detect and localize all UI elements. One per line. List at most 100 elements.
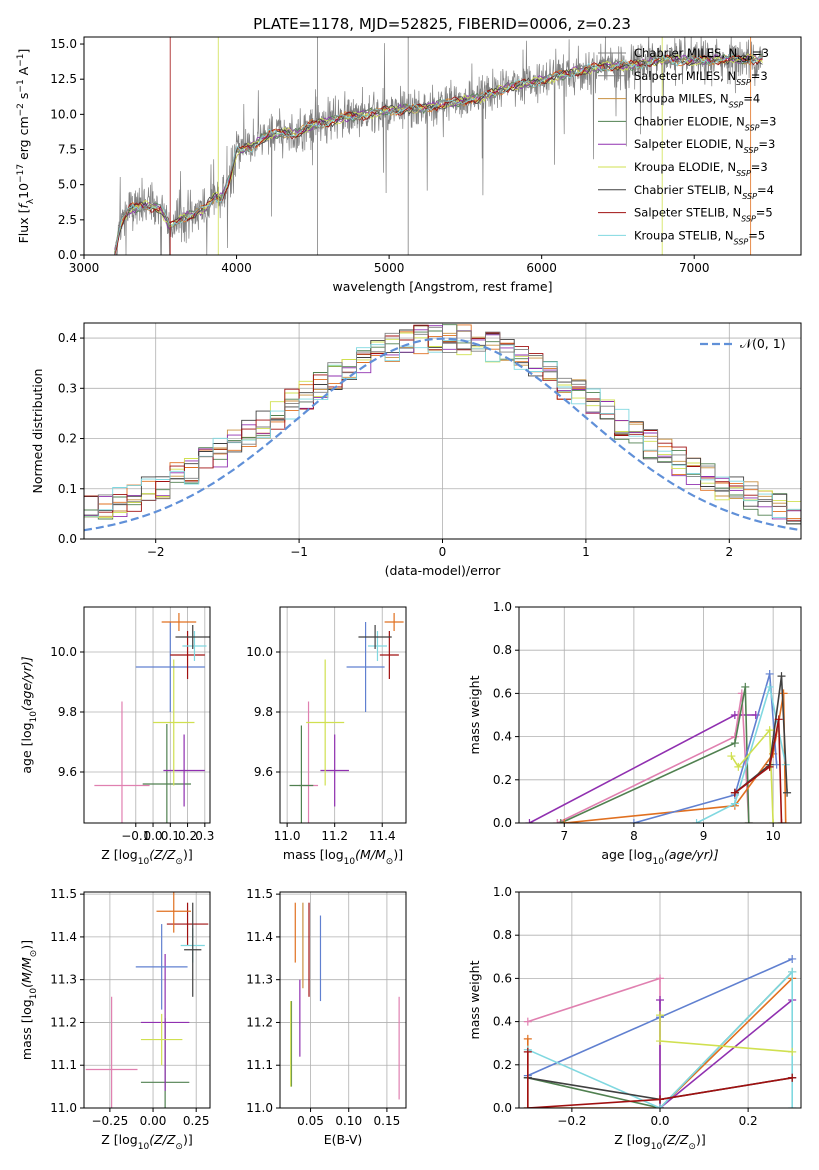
model-fit-line — [114, 54, 763, 255]
x-axis-label: wavelength [Angstrom, rest frame] — [332, 279, 552, 294]
series-marker — [525, 819, 534, 823]
axes-frame — [518, 606, 802, 824]
y-tick-label: 7.5 — [58, 143, 77, 157]
grid — [280, 892, 406, 1109]
y-tick-label: 11.1 — [246, 1058, 273, 1072]
series-marker — [656, 1011, 664, 1020]
model-fit-line — [114, 54, 763, 255]
legend: Chabrier MILES, NSSP=3 Salpeter MILES, NS… — [598, 46, 776, 246]
series-marker — [765, 682, 774, 691]
series-marker — [765, 669, 774, 678]
axes-frame — [279, 891, 407, 1109]
x-tick-label: 0.00 — [140, 1114, 167, 1128]
panel-residual: −2 −1 0 1 2 0.0 0.1 0.2 0.3 0.4 (data-model)/error… — [30, 322, 802, 578]
errorbar-point — [384, 613, 404, 631]
legend-entry: Chabrier STELIB, NSSP=4 — [634, 183, 774, 201]
errorbar-point — [85, 996, 138, 1108]
y-tick-label: 0.3 — [58, 381, 77, 395]
x-axis-label: E(B-V) — [324, 1132, 363, 1147]
series-marker — [741, 682, 750, 691]
y-tick-label: 0.2 — [58, 432, 77, 446]
series-line — [560, 686, 750, 823]
series-marker — [656, 1037, 664, 1046]
y-tick-label: 0.2 — [493, 773, 512, 787]
y-tick-label: 9.8 — [254, 705, 273, 719]
panel-spectrum: 3000 4000 5000 6000 7000 0.0 2.5 5.0 7.5 10.0 12.5… — [16, 36, 802, 294]
series-marker — [765, 726, 774, 735]
model-fit-line — [114, 54, 763, 255]
model-fit-line — [114, 54, 763, 255]
legend-entry: 𝒩(0, 1) — [740, 336, 786, 351]
y-tick-label: 11.4 — [246, 930, 273, 944]
series-marker — [692, 819, 701, 823]
x-axis-label: age [log10(age/yr)] — [601, 847, 718, 867]
series-line — [734, 719, 783, 823]
x-tick-label: 10 — [766, 829, 781, 843]
errorbar-point — [140, 1013, 183, 1066]
y-tick-label: 0.1 — [58, 482, 77, 496]
grid — [84, 323, 801, 540]
series-line — [526, 1051, 793, 1108]
legend-entry: Chabrier ELODIE, NSSP=3 — [634, 114, 776, 131]
x-tick-label: 1 — [582, 545, 590, 559]
panel-age_vs_mass: 11.0 11.2 11.4 9.6 9.8 10.0 mass [log10(M/M⊙)] — [246, 606, 407, 867]
errorbar-point — [156, 892, 192, 933]
series-marker — [730, 788, 739, 797]
x-tick-label: 0.15 — [374, 1114, 401, 1128]
histogram-series — [84, 326, 801, 539]
model-fit-line — [114, 53, 763, 253]
errorbar-point — [358, 625, 392, 649]
x-tick-label: 0.10 — [335, 1114, 362, 1128]
x-axis-label: Z [log10(Z/Z⊙)] — [101, 847, 192, 867]
series-marker — [788, 1047, 797, 1056]
y-tick-label: 0.0 — [493, 1101, 512, 1115]
series-marker — [788, 1104, 797, 1108]
model-fit-line — [114, 54, 763, 255]
model-fit-line — [114, 54, 763, 250]
y-tick-label: 1.0 — [493, 600, 512, 614]
series-marker — [730, 739, 739, 748]
errorbar-point — [94, 701, 150, 823]
y-tick-label: 0.8 — [493, 928, 512, 942]
axes-frame — [279, 606, 407, 824]
series-marker — [656, 974, 664, 983]
y-tick-label: 11.5 — [50, 887, 77, 901]
y-tick-label: 10.0 — [246, 645, 273, 659]
plot-area — [290, 902, 400, 1100]
plot-area — [84, 324, 801, 539]
y-axis-label: Flux [fλ10−17 erg cm−2 s−1 A−1] — [16, 49, 36, 244]
axes-frame — [83, 891, 211, 1109]
x-tick-label: 7 — [560, 829, 568, 843]
y-tick-label: 11.5 — [246, 887, 273, 901]
errorbar-point — [140, 954, 190, 1091]
errorbar-point — [379, 631, 399, 679]
y-tick-label: 11.1 — [50, 1058, 77, 1072]
x-tick-label: −2 — [147, 545, 165, 559]
panel-massweight_vs_age: 7 8 9 10 0.0 0.2 0.4 0.6 0.8 1.0 age [log10(age/yr… — [467, 600, 802, 867]
model-fit-line — [114, 54, 763, 255]
model-fit-line — [114, 53, 763, 253]
x-axis-label: (data-model)/error — [385, 563, 502, 578]
plot-area — [289, 613, 404, 823]
y-tick-label: 11.2 — [50, 1015, 77, 1029]
y-axis-label: mass weight — [467, 960, 482, 1039]
panel-mass_vs_z: −0.25 0.00 0.25 11.0 11.1 11.2 11.3 11.4 11.5 Z [… — [19, 887, 211, 1152]
errorbar-point — [175, 625, 210, 649]
errorbar-point — [153, 659, 195, 786]
series-marker — [560, 819, 569, 823]
x-axis-label: mass [log10(M/M⊙)] — [283, 847, 403, 867]
panel-age_vs_z: −0.10.00.10.20.3 9.6 9.8 10.0 Z [log10(Z/Z⊙)… — [19, 606, 214, 867]
errorbar-point — [135, 924, 188, 1010]
y-axis-label: age [log10(age/yr)] — [19, 656, 39, 773]
plot-area — [523, 954, 797, 1108]
y-tick-label: 0.8 — [493, 643, 512, 657]
errorbar-point — [142, 724, 192, 823]
x-tick-label: 7000 — [679, 261, 710, 275]
y-tick-label: 11.0 — [246, 1101, 273, 1115]
plot-area — [525, 669, 792, 823]
y-tick-label: 11.0 — [50, 1101, 77, 1115]
plot-area — [85, 892, 209, 1108]
series-marker — [777, 819, 786, 823]
legend-entry: Salpeter ELODIE, NSSP=3 — [634, 137, 775, 155]
